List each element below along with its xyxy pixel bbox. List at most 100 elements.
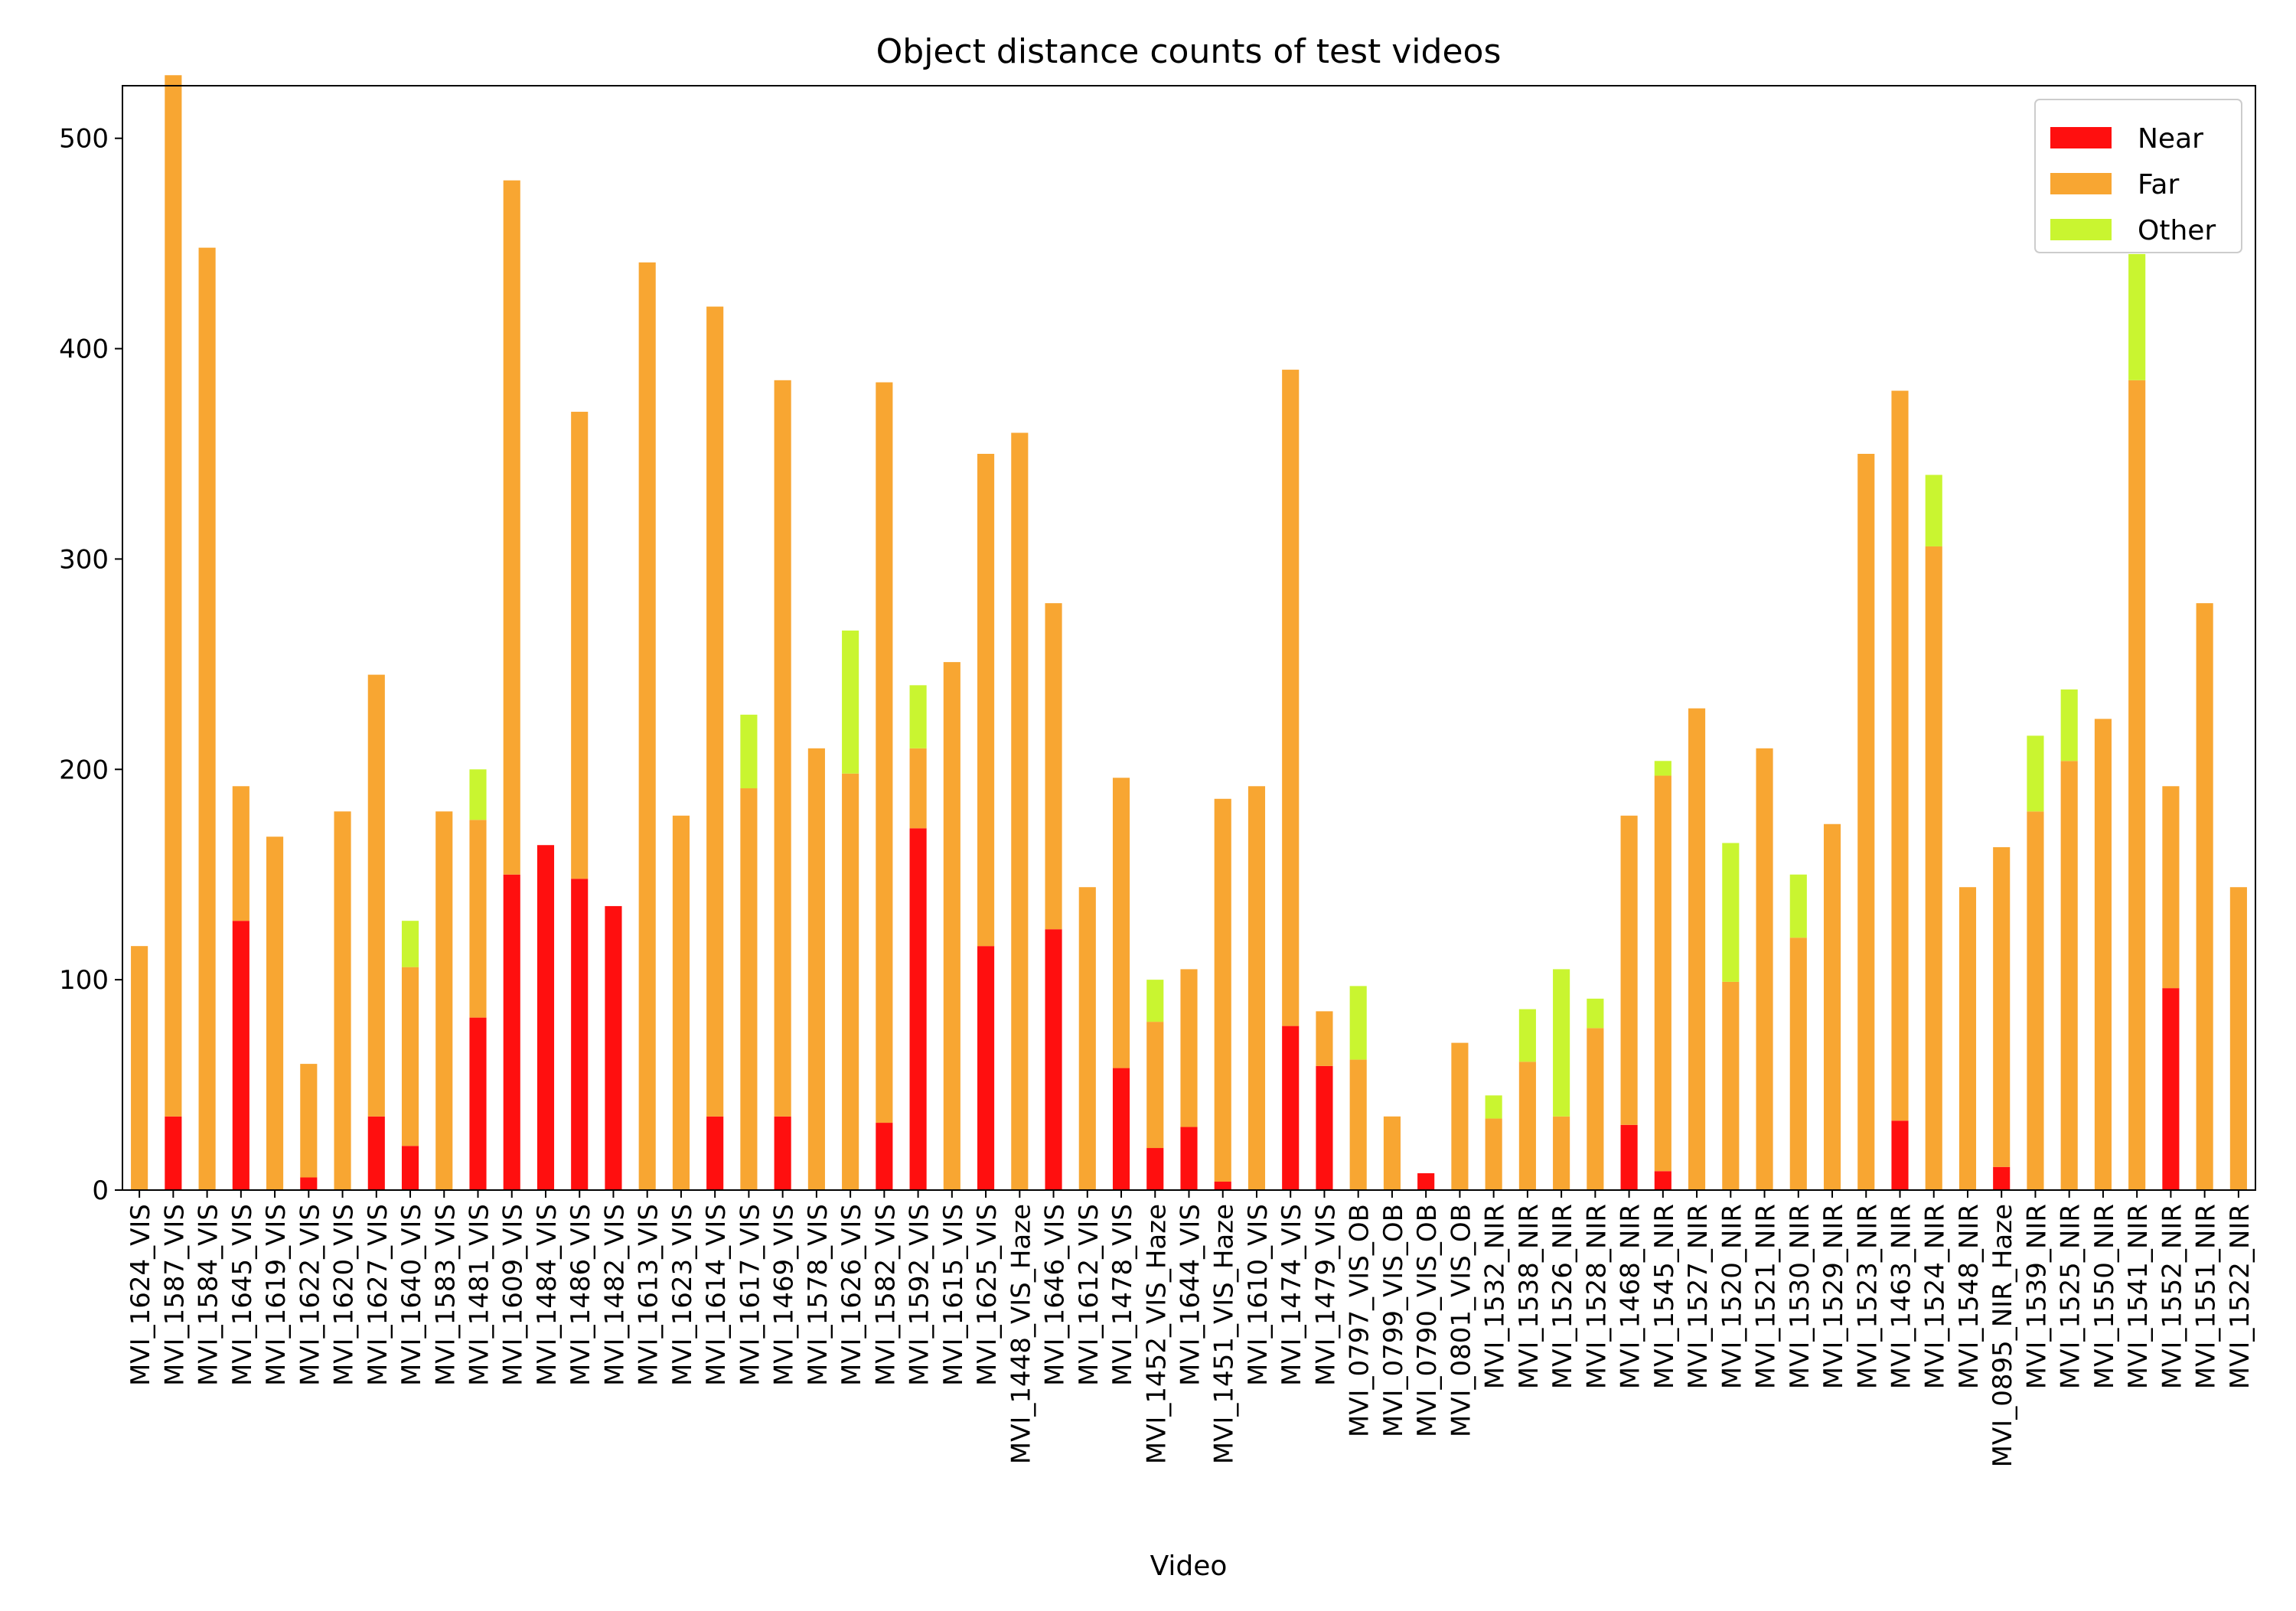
x-tick-label: MVI_0801_VIS_OB	[1446, 1204, 1476, 1437]
bar-near	[1993, 1166, 2011, 1190]
x-tick-label: MVI_1551_NIR	[2191, 1204, 2222, 1389]
x-axis-label: Video	[1150, 1551, 1228, 1582]
x-tick-label: MVI_1468_NIR	[1616, 1204, 1646, 1389]
bar-far	[909, 748, 927, 829]
bars-layer	[131, 75, 2247, 1190]
x-tick-label: MVI_1578_VIS	[803, 1204, 833, 1386]
bar-far	[1247, 786, 1266, 1190]
x-tick-label: MVI_0799_VIS_OB	[1378, 1204, 1409, 1437]
x-tick-label: MVI_1617_VIS	[735, 1204, 765, 1386]
bar-near	[1282, 1026, 1300, 1190]
axes-layer: MVI_1624_VIS MVI_1587_VIS MVI_1584_VIS MVI_…	[59, 85, 2256, 1467]
bar-near	[232, 921, 249, 1190]
bar-far	[435, 811, 453, 1190]
x-tick-label: MVI_1583_VIS	[430, 1204, 461, 1386]
x-tick-label: MVI_0790_VIS_OB	[1412, 1204, 1443, 1437]
bar-far	[1112, 778, 1130, 1068]
bar-near	[165, 1116, 182, 1190]
bar-near	[1654, 1171, 1671, 1190]
bar-near	[1146, 1148, 1164, 1190]
x-tick-label: MVI_1526_NIR	[1548, 1204, 1578, 1389]
bar-far	[1553, 1116, 1570, 1190]
bar-far	[1011, 432, 1029, 1190]
x-tick-label: MVI_1592_VIS	[905, 1204, 935, 1386]
x-tick-label: MVI_1582_VIS	[870, 1204, 901, 1386]
y-tick-label: 300	[59, 544, 109, 575]
chart-title: Object distance counts of test videos	[876, 32, 1502, 71]
plot-frame	[122, 85, 2256, 1191]
x-tick-label: MVI_1584_VIS	[194, 1204, 224, 1386]
legend-label-far: Far	[2138, 169, 2179, 201]
bar-near	[774, 1116, 791, 1190]
bar-near	[1417, 1173, 1435, 1190]
bar-far	[2027, 811, 2044, 1190]
bar-far	[1214, 798, 1231, 1182]
x-tick-label: MVI_1478_VIS	[1107, 1204, 1138, 1386]
x-tick-label: MVI_1538_NIR	[1514, 1204, 1544, 1389]
bar-far	[1688, 708, 1706, 1190]
bar-other	[1518, 1009, 1536, 1062]
bar-near	[1891, 1120, 1909, 1190]
bar-far	[1654, 775, 1671, 1172]
bar-other	[842, 630, 859, 774]
bar-far	[1789, 938, 1807, 1190]
x-tick-label: MVI_1452_VIS_Haze	[1141, 1204, 1172, 1464]
bar-far	[1958, 887, 1977, 1190]
bar-near	[876, 1123, 893, 1190]
bar-far	[1891, 390, 1909, 1121]
x-tick-label: MVI_1474_VIS	[1277, 1204, 1307, 1386]
legend-swatch-other	[2050, 219, 2112, 240]
bar-other	[1654, 761, 1671, 776]
x-tick-label: MVI_1541_NIR	[2123, 1204, 2154, 1389]
bar-far	[2094, 719, 2112, 1190]
x-tick-label: MVI_1529_NIR	[1818, 1204, 1849, 1389]
x-tick-label: MVI_1521_NIR	[1751, 1204, 1782, 1389]
bar-other	[1349, 986, 1367, 1060]
x-tick-label: MVI_1469_VIS	[769, 1204, 800, 1386]
bar-near	[909, 828, 927, 1190]
bar-far	[842, 773, 859, 1190]
x-tick-label: MVI_1645_VIS	[227, 1204, 258, 1386]
x-tick-label: MVI_1482_VIS	[599, 1204, 630, 1386]
bar-far	[706, 306, 724, 1117]
bar-far	[1383, 1116, 1401, 1190]
x-tick-label: MVI_1532_NIR	[1480, 1204, 1511, 1389]
x-tick-label: MVI_1613_VIS	[634, 1204, 664, 1386]
x-tick-label: MVI_1622_VIS	[295, 1204, 325, 1386]
bar-other	[2128, 253, 2146, 380]
bar-near	[706, 1116, 724, 1190]
bar-near	[1214, 1182, 1231, 1190]
bar-far	[334, 811, 351, 1190]
x-tick-label: MVI_1479_VIS	[1310, 1204, 1341, 1386]
y-tick-label: 400	[59, 334, 109, 365]
bar-far	[1587, 1028, 1604, 1190]
bar-other	[469, 769, 487, 820]
bar-far	[1756, 748, 1773, 1190]
bar-near	[536, 845, 555, 1190]
bar-far	[469, 820, 487, 1018]
x-tick-label: MVI_1552_NIR	[2157, 1204, 2187, 1389]
bar-far	[977, 454, 995, 947]
bar-far	[1857, 454, 1875, 1190]
x-tick-label: MVI_1451_VIS_Haze	[1209, 1204, 1240, 1464]
bar-far	[1518, 1061, 1536, 1190]
bar-far	[774, 380, 791, 1117]
bar-far	[266, 836, 284, 1190]
bar-other	[1146, 980, 1164, 1022]
bar-far	[740, 788, 758, 1190]
x-tick-label: MVI_1530_NIR	[1785, 1204, 1815, 1389]
x-tick-label: MVI_1548_NIR	[1954, 1204, 1985, 1389]
bar-other	[401, 921, 419, 967]
bar-other	[740, 714, 758, 789]
x-tick-label: MVI_1615_VIS	[938, 1204, 969, 1386]
x-tick-label: MVI_1481_VIS	[465, 1204, 495, 1386]
bar-other	[1485, 1095, 1502, 1119]
bar-far	[2060, 761, 2078, 1190]
bar-near	[367, 1116, 385, 1190]
x-tick-label: MVI_1614_VIS	[701, 1204, 732, 1386]
bar-other	[1925, 474, 1942, 546]
x-tick-label: MVI_1522_NIR	[2225, 1204, 2255, 1389]
bar-near	[503, 874, 520, 1190]
